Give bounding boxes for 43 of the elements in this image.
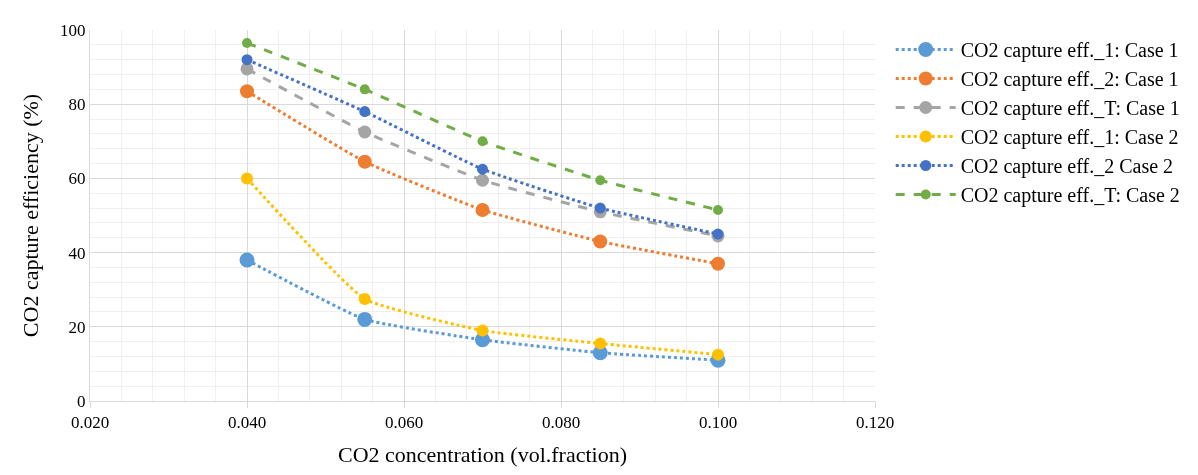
point [594,337,607,350]
point [358,292,371,305]
point [241,172,253,185]
point [593,234,608,249]
point [357,311,373,327]
point [240,84,254,99]
point [241,54,253,66]
point [242,37,252,48]
legend-label: CO2 capture eff._1: Case 1 [960,39,1179,63]
y-axis-title: CO2 capture efficiency (%) [17,93,43,338]
point [594,202,606,214]
point [477,163,488,175]
point [476,173,489,187]
x-tick-label: 0.020 [70,413,110,433]
point [475,202,490,217]
point [358,125,372,139]
y-tick-label: 20 [68,317,86,337]
point [239,252,255,268]
y-tick-label: 0 [77,391,86,411]
x-tick-label: 0.060 [384,413,424,433]
x-axis-title: CO2 concentration (vol.fraction) [338,442,627,468]
y-tick-label: 60 [68,169,86,189]
point [712,348,724,361]
x-tick-label: 0.040 [227,413,267,433]
legend-label: CO2 capture eff._T: Case 2 [960,184,1180,208]
point [713,204,723,215]
x-tick-label: 0.080 [541,413,581,433]
y-tick-label: 40 [68,243,86,263]
legend-label: CO2 capture eff._2 Case 2 [960,155,1174,179]
legend-label: CO2 capture eff._2: Case 1 [960,68,1179,92]
point [476,324,489,337]
point [359,106,371,118]
x-tick-label: 0.120 [855,413,895,433]
y-tick-label: 80 [68,95,86,115]
point [711,256,725,271]
point [359,84,370,95]
point [595,175,606,186]
y-tick-label: 100 [60,20,86,40]
point [477,136,488,147]
point [357,154,372,169]
legend-label: CO2 capture eff._T: Case 1 [960,97,1180,121]
x-tick-label: 0.100 [698,413,738,433]
legend-label: CO2 capture eff._1: Case 2 [960,126,1179,150]
